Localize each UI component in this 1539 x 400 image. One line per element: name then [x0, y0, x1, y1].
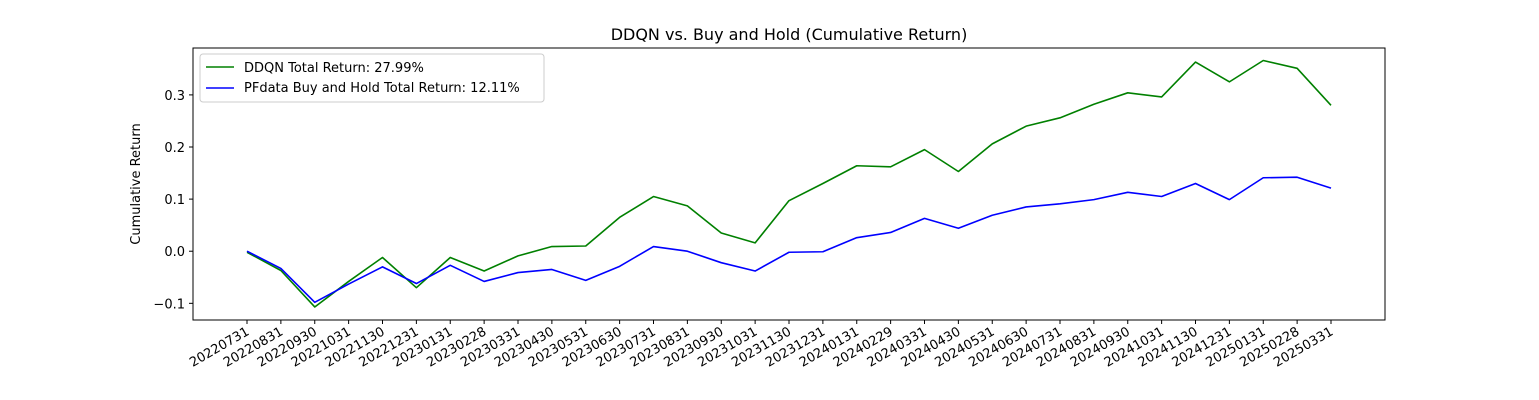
y-tick-label: −0.1	[153, 297, 185, 312]
series-line-buy-and-hold	[246, 176, 1332, 304]
y-tick-label: 0.1	[164, 193, 185, 208]
legend-label-buy-and-hold: PFdata Buy and Hold Total Return: 12.11%	[244, 81, 520, 96]
chart-title: DDQN vs. Buy and Hold (Cumulative Return…	[611, 25, 968, 44]
legend-label-ddqn: DDQN Total Return: 27.99%	[244, 61, 424, 76]
y-tick-label: 0.3	[164, 89, 185, 104]
y-tick-label: 0.0	[164, 245, 185, 260]
plot-area	[246, 59, 1332, 308]
legend-box	[199, 53, 545, 103]
y-tick-label: 0.2	[164, 141, 185, 156]
legend: DDQN Total Return: 27.99% PFdata Buy and…	[199, 53, 545, 103]
y-axis-label: Cumulative Return	[129, 123, 144, 244]
